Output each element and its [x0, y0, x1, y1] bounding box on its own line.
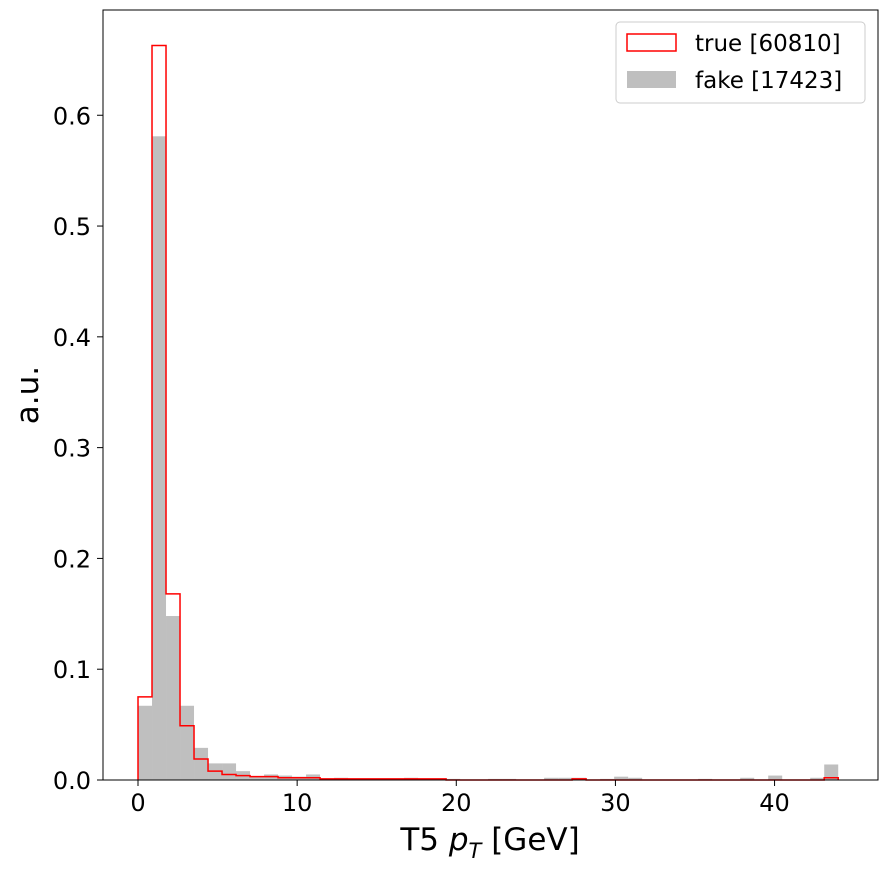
y-tick-label: 0.2 [53, 545, 91, 573]
fake-series-bars [138, 136, 839, 781]
y-axis-label: a.u. [10, 366, 46, 424]
fake-bar [628, 777, 643, 780]
fake-bar [768, 775, 783, 780]
legend-swatch-true [626, 33, 677, 52]
x-tick-label: 10 [282, 789, 313, 817]
legend-swatch-fake [627, 71, 676, 88]
legend-label-fake: fake [17423] [695, 68, 842, 94]
plot-frame [102, 9, 879, 781]
true-series-step-line [137, 44, 839, 781]
fake-bar [614, 776, 629, 780]
y-tick-label: 0.3 [53, 435, 91, 463]
fake-bar [194, 747, 209, 780]
fake-bar [740, 777, 755, 780]
fake-bar [824, 764, 839, 780]
fake-bar [152, 136, 167, 781]
fake-bar [558, 777, 573, 780]
y-tick-label: 0.4 [53, 324, 91, 352]
y-tick-label: 0.6 [53, 102, 91, 130]
y-tick-label: 0.5 [53, 213, 91, 241]
fake-bar [180, 705, 195, 780]
fake-bar [250, 776, 265, 780]
fake-bar [544, 777, 559, 780]
fake-bar [138, 705, 153, 780]
x-tick-label: 0 [130, 789, 145, 817]
fake-bar [166, 616, 181, 780]
x-tick-label: 20 [441, 789, 472, 817]
y-tick-label: 0.1 [53, 656, 91, 684]
legend-label-true: true [60810] [695, 31, 841, 57]
x-axis-ticks: 0 10 20 30 40 [130, 780, 790, 817]
y-tick-label: 0.0 [53, 767, 91, 795]
legend: true [60810] fake [17423] [615, 21, 866, 104]
x-tick-label: 30 [600, 789, 631, 817]
x-tick-label: 40 [759, 789, 790, 817]
legend-box [615, 21, 866, 104]
fake-bar [222, 763, 237, 780]
x-axis-label: T5 pT [GeV] [399, 822, 579, 863]
y-axis-ticks: 0.0 0.1 0.2 0.3 0.4 0.5 0.6 [53, 102, 103, 795]
fake-bar [810, 777, 825, 780]
